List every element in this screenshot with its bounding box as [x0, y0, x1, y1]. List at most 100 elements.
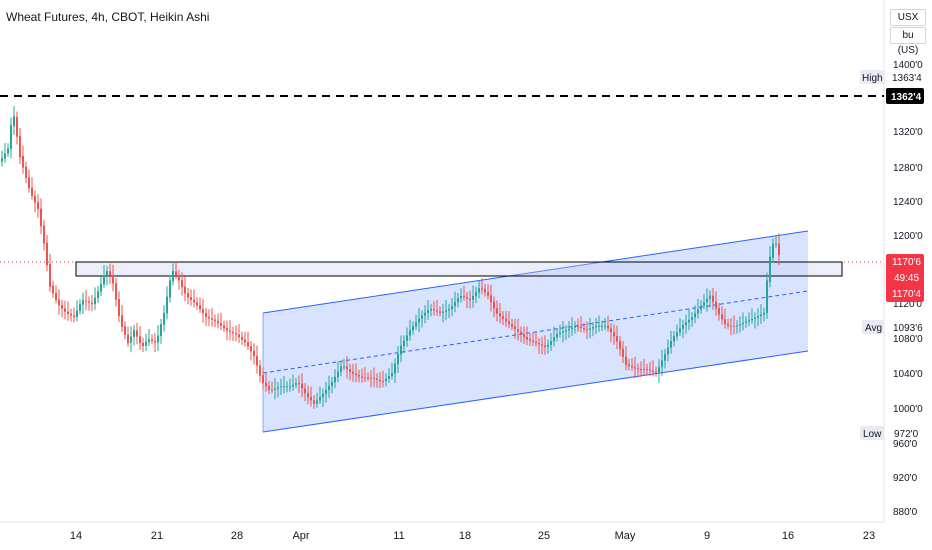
- currency-button[interactable]: USX: [890, 9, 926, 26]
- candle-body: [508, 321, 510, 325]
- candle-body: [385, 378, 387, 382]
- candle-body: [10, 125, 12, 149]
- candle-body: [19, 135, 21, 158]
- candle-body: [205, 313, 207, 318]
- candle-body: [229, 330, 231, 332]
- candle-body: [343, 366, 345, 368]
- candle-body: [397, 353, 399, 365]
- candle-body: [706, 298, 708, 303]
- resistance-zone[interactable]: [75, 261, 843, 277]
- candle-body: [574, 326, 576, 328]
- candle-body: [106, 271, 108, 276]
- candle-body: [487, 292, 489, 296]
- candle-body: [418, 318, 420, 323]
- candle-body: [622, 348, 624, 357]
- candle-body: [181, 280, 183, 287]
- y-tick-label: 880'0: [893, 507, 918, 518]
- candle-body: [133, 330, 135, 337]
- candle-body: [607, 325, 609, 329]
- candle-body: [130, 336, 132, 343]
- candle-body: [94, 297, 96, 305]
- candle-body: [79, 304, 81, 312]
- candle-body: [523, 334, 525, 338]
- candle-body: [394, 363, 396, 374]
- candle-body: [16, 116, 18, 137]
- candle-body: [223, 325, 225, 329]
- candle-body: [616, 336, 618, 342]
- candle-body: [724, 319, 726, 325]
- candle-body: [520, 331, 522, 335]
- candle-body: [160, 324, 162, 336]
- candle-body: [67, 311, 69, 314]
- candle-body: [460, 295, 462, 299]
- candle-body: [268, 386, 270, 390]
- candle-body: [526, 336, 528, 340]
- candle-body: [709, 295, 711, 299]
- candle-body: [658, 366, 660, 374]
- y-tick-label: 1040'0: [893, 369, 923, 380]
- candle-body: [583, 327, 585, 330]
- x-tick-label: Apr: [292, 530, 309, 542]
- candle-body: [352, 371, 354, 374]
- candle-body: [349, 368, 351, 372]
- candle-body: [391, 373, 393, 377]
- candle-body: [193, 299, 195, 303]
- unit-button[interactable]: bu (US): [890, 27, 926, 56]
- candle-body: [373, 377, 375, 379]
- candle-body: [565, 330, 567, 332]
- candle-body: [247, 342, 249, 347]
- candle-body: [346, 366, 348, 370]
- channel-lower-line[interactable]: [262, 350, 809, 433]
- candle-body: [631, 365, 633, 368]
- candle-body: [43, 225, 45, 244]
- candle-body: [562, 331, 564, 333]
- candle-body: [427, 310, 429, 313]
- candle-body: [499, 313, 501, 317]
- candle-body: [307, 393, 309, 398]
- candle-body: [664, 353, 666, 361]
- candle-body: [196, 302, 198, 306]
- candle-body: [592, 327, 594, 329]
- candle-body: [295, 383, 297, 385]
- candle-body: [502, 316, 504, 319]
- candle-body: [328, 385, 330, 391]
- candle-body: [91, 302, 93, 305]
- x-tick-label: 16: [782, 530, 794, 542]
- candle-body: [634, 367, 636, 369]
- candle-body: [610, 328, 612, 333]
- candle-body: [145, 341, 147, 346]
- candle-body: [742, 322, 744, 325]
- x-tick-label: 25: [538, 530, 550, 542]
- candle-body: [754, 317, 756, 319]
- candle-body: [547, 344, 549, 347]
- candle-body: [649, 369, 651, 371]
- candle-body: [217, 320, 219, 324]
- candle-body: [289, 386, 291, 388]
- candle-body: [745, 321, 747, 323]
- candle-body: [505, 318, 507, 322]
- candle-body: [463, 296, 465, 298]
- candle-body: [511, 323, 513, 327]
- candle-body: [49, 264, 51, 287]
- channel-upper-line[interactable]: [262, 230, 809, 314]
- candle-body: [457, 298, 459, 303]
- candle-body: [211, 318, 213, 320]
- candle-body: [538, 343, 540, 345]
- candle-body: [559, 332, 561, 335]
- y-tick-label: 1000'0: [893, 404, 923, 415]
- candle-body: [97, 291, 99, 299]
- candle-body: [265, 382, 267, 387]
- y-tick-label: 920'0: [893, 473, 918, 484]
- candle-body: [271, 389, 273, 391]
- candle-body: [226, 328, 228, 331]
- candle-body: [517, 329, 519, 332]
- candle-body: [139, 336, 141, 344]
- candle-body: [760, 314, 762, 317]
- candle-body: [124, 326, 126, 336]
- candle-body: [184, 286, 186, 294]
- candle-body: [625, 356, 627, 365]
- candle-body: [766, 280, 768, 313]
- candle-body: [361, 376, 363, 378]
- candle-body: [646, 369, 648, 371]
